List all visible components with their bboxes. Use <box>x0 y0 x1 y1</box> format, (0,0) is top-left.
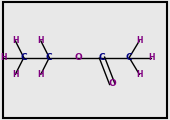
Text: H: H <box>12 70 19 79</box>
Text: H: H <box>38 70 44 79</box>
Text: C: C <box>126 53 132 62</box>
Text: H: H <box>12 36 19 45</box>
Text: C: C <box>99 53 105 62</box>
Text: H: H <box>136 36 143 45</box>
Text: O: O <box>108 79 116 89</box>
FancyBboxPatch shape <box>3 2 167 118</box>
Text: H: H <box>136 70 143 79</box>
Text: H: H <box>38 36 44 45</box>
Text: C: C <box>21 53 27 62</box>
Text: C: C <box>46 53 53 62</box>
Text: H: H <box>148 53 155 62</box>
Text: H: H <box>0 53 7 62</box>
Text: O: O <box>74 53 82 62</box>
